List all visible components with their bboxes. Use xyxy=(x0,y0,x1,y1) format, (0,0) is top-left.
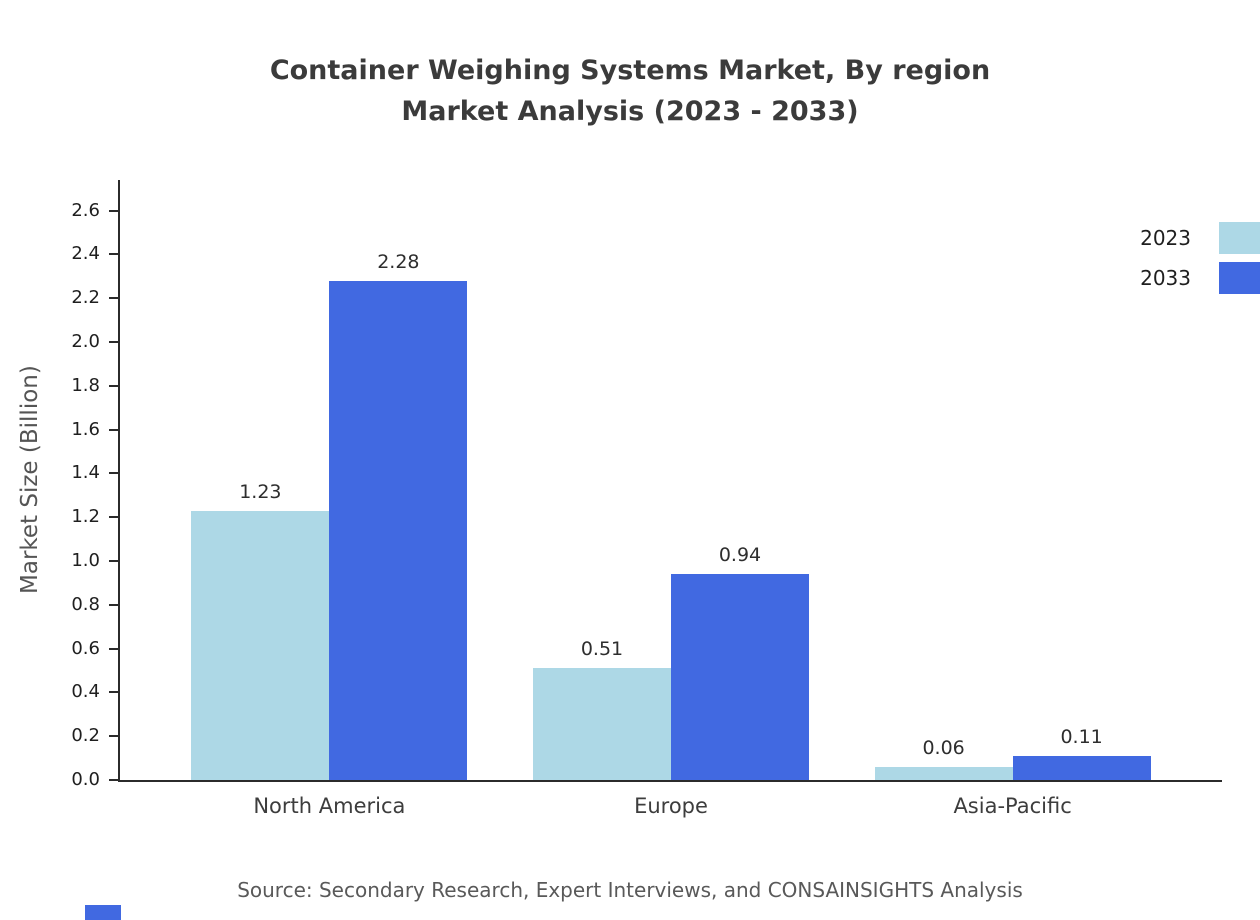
y-axis-tick xyxy=(109,560,118,563)
y-axis-tick-label: 1.4 xyxy=(71,462,100,484)
y-axis-tick xyxy=(109,516,118,519)
y-axis-tick-label: 2.0 xyxy=(71,331,100,353)
bar-value-label: 0.51 xyxy=(580,638,624,661)
bar-value-label: 0.06 xyxy=(922,736,965,759)
bar-value-label: 2.28 xyxy=(377,250,420,273)
y-axis-tick-label: 1.2 xyxy=(71,506,100,528)
plot-area: 0.0 0.2 0.4 0.6 0.8 1.0 1.2 1.4 1.6 1.8 2.0 2.2 2.4 2… xyxy=(71,180,1222,818)
y-axis-tick-label: 0.2 xyxy=(71,725,100,747)
legend-item: 2023 xyxy=(1140,218,1260,258)
bar-value-label: 0.11 xyxy=(1060,725,1103,748)
y-axis-tick-label: 2.6 xyxy=(71,199,100,221)
bar-2023-north-america xyxy=(191,510,330,780)
legend-item-swatch xyxy=(1219,262,1260,294)
y-axis-tick xyxy=(109,428,118,431)
y-axis-tick xyxy=(109,603,118,606)
legend-item-label: 2023 xyxy=(1140,226,1191,250)
y-axis-tick-label: 1.0 xyxy=(71,550,100,572)
legend-item: 2033 xyxy=(1140,258,1260,298)
bar-value-label: 0.94 xyxy=(718,544,762,567)
y-axis-tick-label: 2.2 xyxy=(71,287,100,309)
y-axis-tick xyxy=(109,691,118,694)
source-note: Source: Secondary Research, Expert Inter… xyxy=(237,878,1023,902)
bar-2023-europe xyxy=(533,668,671,780)
legend: 2023 2033 xyxy=(1140,218,1260,298)
y-axis-tick xyxy=(109,647,118,650)
bar-2033-europe xyxy=(671,574,809,780)
y-axis-tick-label: 2.4 xyxy=(71,243,100,265)
y-axis-tick-label: 0.6 xyxy=(71,637,100,659)
y-axis-tick-label: 1.6 xyxy=(71,418,100,440)
y-axis-tick xyxy=(109,209,118,212)
bar-value-label: 1.23 xyxy=(239,480,282,503)
logo-mark xyxy=(85,905,121,920)
legend-item-swatch xyxy=(1219,222,1260,254)
bar-2023-asia-pacific xyxy=(874,766,1013,780)
y-axis-tick-label: 0.4 xyxy=(71,681,100,703)
y-axis-tick xyxy=(109,384,118,387)
x-axis-category-label: Europe xyxy=(634,794,708,818)
chart-title-line2: Market Analysis (2023 - 2033) xyxy=(401,96,859,127)
y-axis-tick xyxy=(109,472,118,475)
chart-title: Container Weighing Systems Market, By re… xyxy=(0,50,1260,132)
y-axis-tick xyxy=(109,297,118,300)
x-axis-category-label: Asia-Pacific xyxy=(953,794,1072,818)
x-axis-category-label: North America xyxy=(253,794,406,818)
y-axis-tick xyxy=(109,341,118,344)
y-axis-tick xyxy=(109,253,118,256)
chart-title-line1: Container Weighing Systems Market, By re… xyxy=(269,55,991,86)
y-axis-tick-label: 1.8 xyxy=(71,374,100,396)
y-axis-tick-label: 0.8 xyxy=(71,593,100,615)
y-axis-tick xyxy=(109,779,118,781)
y-axis-tick xyxy=(109,735,118,738)
bar-2033-asia-pacific xyxy=(1012,755,1151,780)
bar-2033-north-america xyxy=(329,280,468,780)
y-axis-tick-label: 0.0 xyxy=(71,769,100,790)
legend-item-label: 2033 xyxy=(1140,266,1191,290)
